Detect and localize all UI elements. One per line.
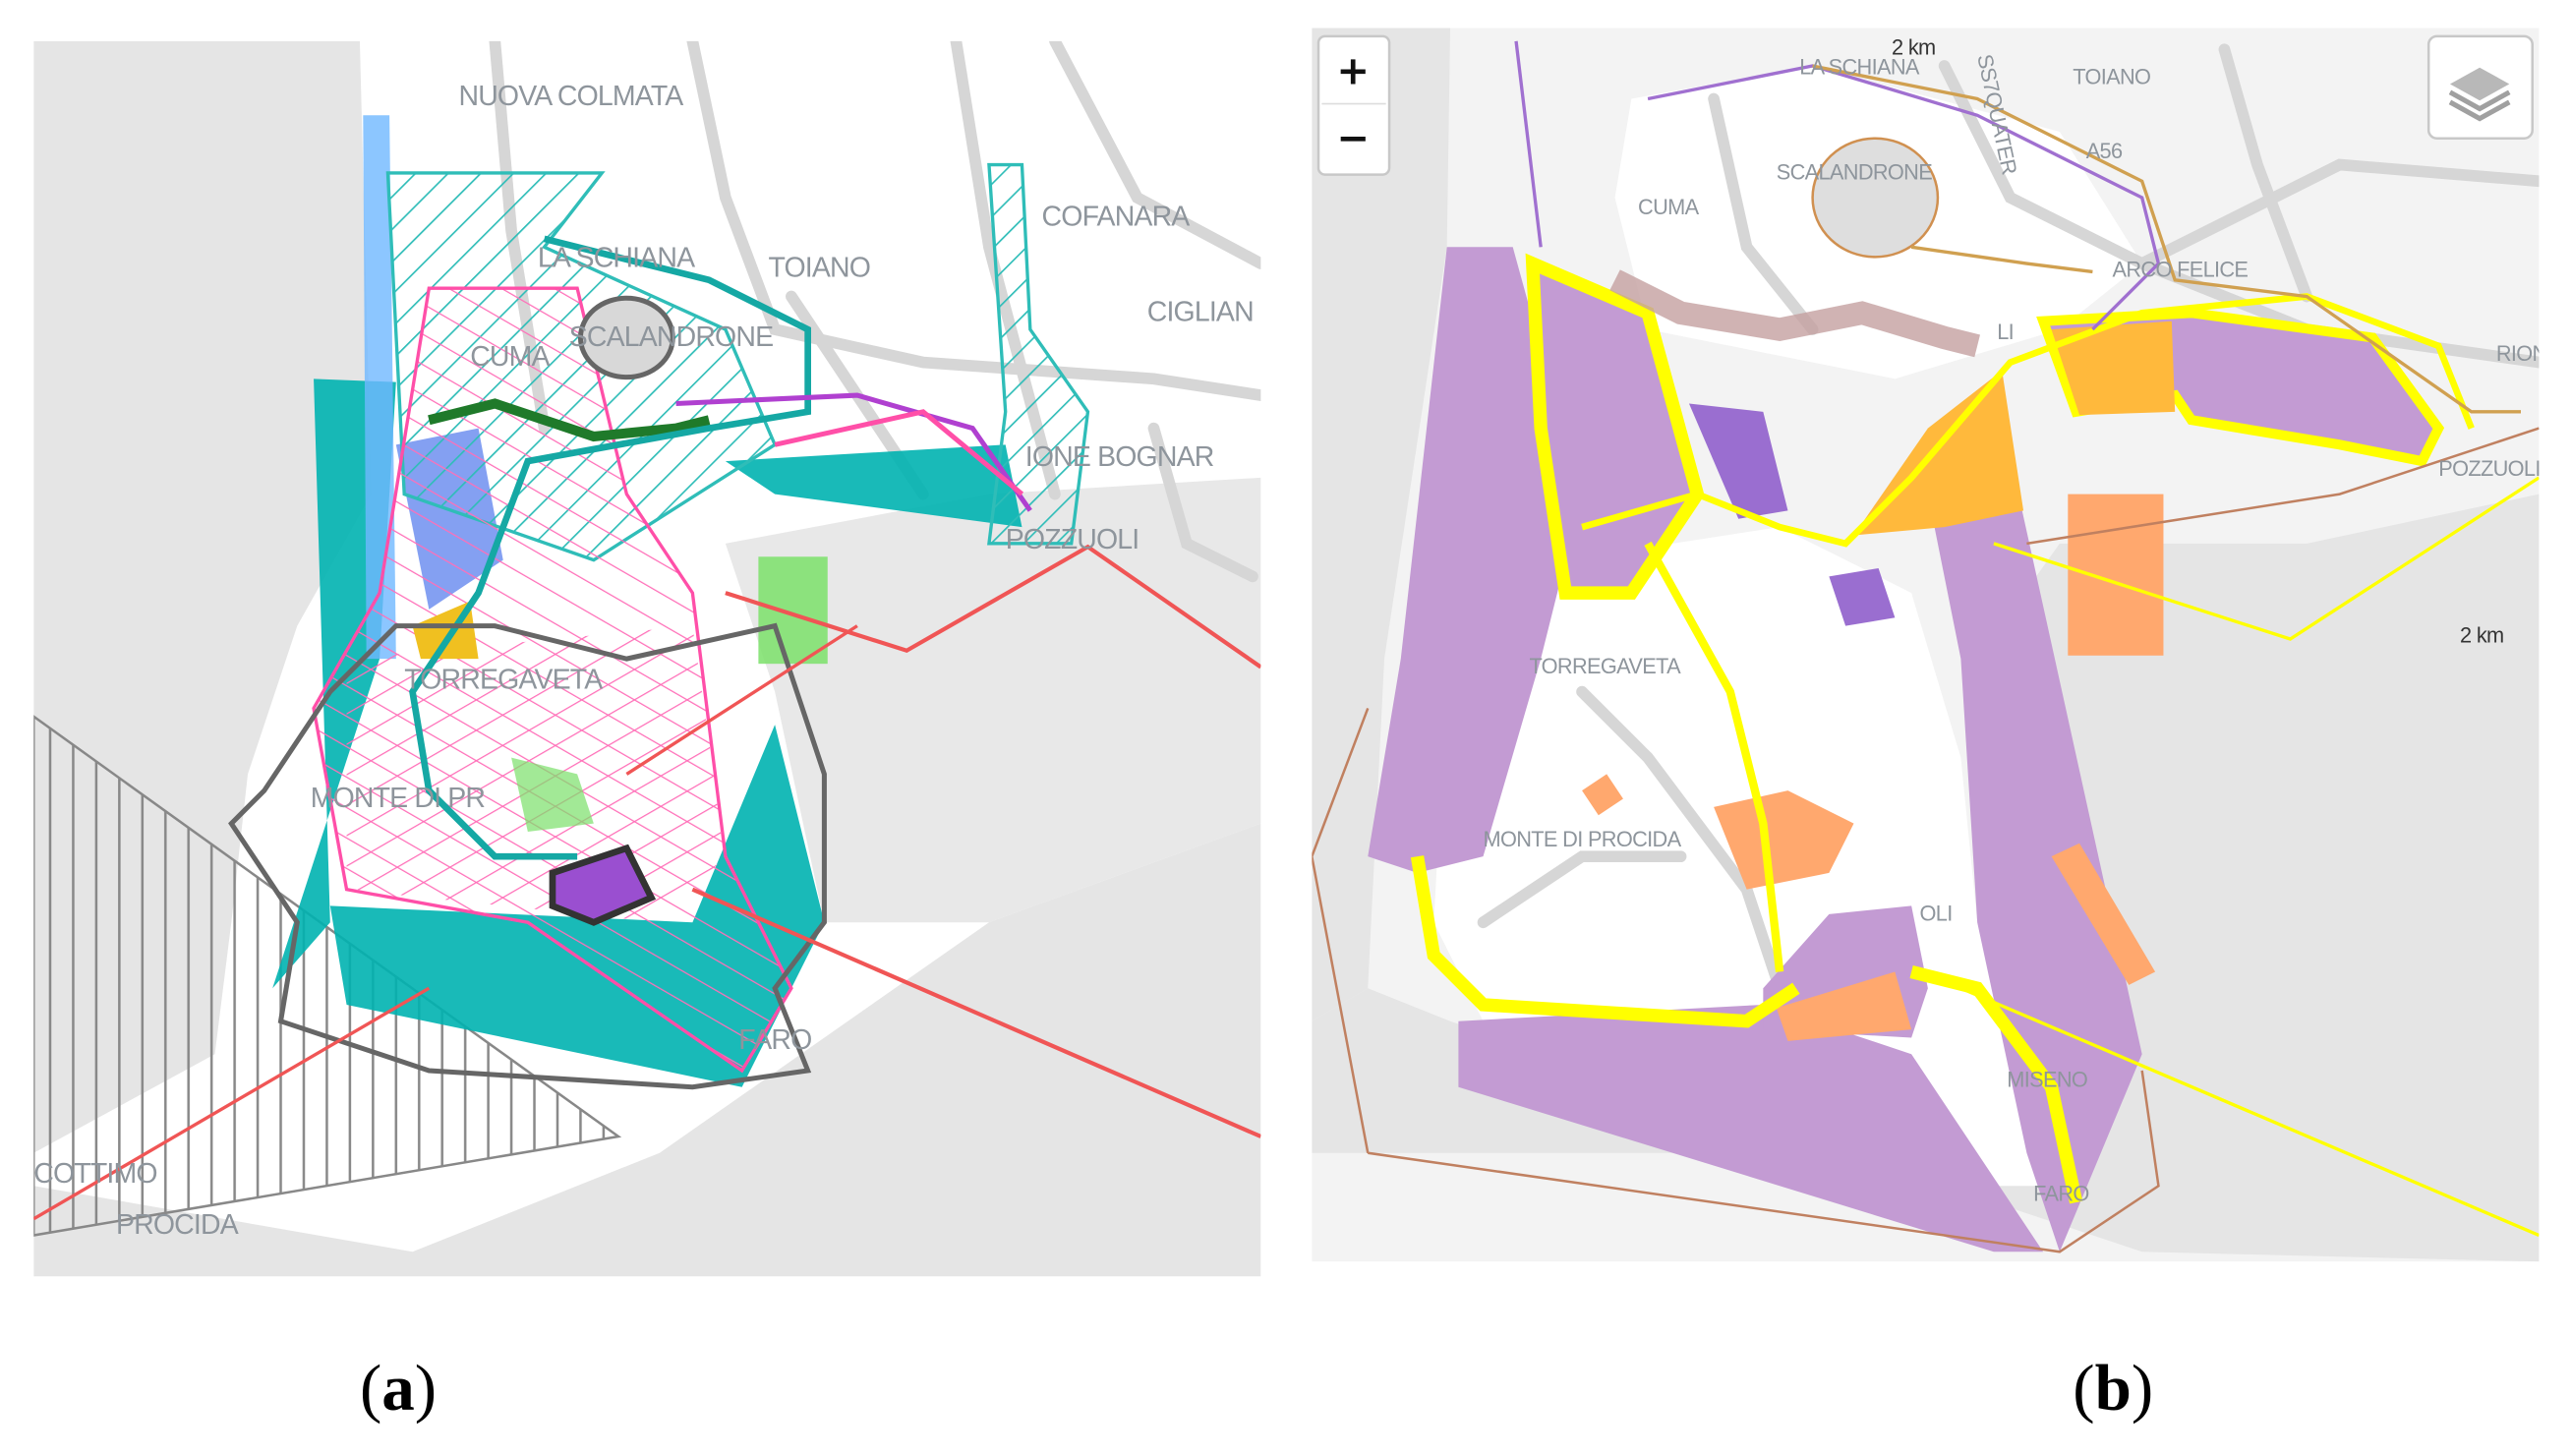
protected-zone-teal xyxy=(725,444,1023,528)
crater-outline xyxy=(1811,137,1940,259)
zone-green xyxy=(758,556,828,665)
place-label: SCALANDRONE xyxy=(569,321,774,353)
place-label: LA SCHIANA xyxy=(1799,54,1920,79)
place-label: FARO xyxy=(738,1024,811,1056)
red-boundary xyxy=(691,887,1261,1138)
place-label: TORREGAVETA xyxy=(404,664,603,695)
brown-boundary xyxy=(2026,427,2540,546)
map-panel-b[interactable]: LA SCHIANA SS7QUATER TOIANO CUMA SCALAND… xyxy=(1312,28,2561,1262)
place-label: FARO xyxy=(2033,1181,2089,1205)
place-label: LA SCHIANA xyxy=(538,242,695,273)
sea-area xyxy=(725,477,1261,923)
place-label: LI xyxy=(1997,320,2014,344)
lilac-zone xyxy=(1368,247,1583,873)
place-label: RIONE xyxy=(2496,341,2561,366)
scale-label-right: 2 km xyxy=(2460,622,2504,647)
place-label: MISENO xyxy=(2007,1068,2087,1092)
sea-area xyxy=(1312,28,1451,1021)
yellow-line xyxy=(1993,476,2540,641)
zone-green xyxy=(511,757,594,833)
red-boundary xyxy=(625,624,858,776)
orange-zone xyxy=(2051,320,2176,416)
place-label: COFANARA xyxy=(1042,202,1191,233)
caption-a: (a) xyxy=(360,1352,437,1425)
place-label: TOIANO xyxy=(2073,64,2150,88)
lilac-zone xyxy=(1525,253,1705,600)
place-label: OLI xyxy=(1920,902,1953,926)
place-labels: LA SCHIANA SS7QUATER TOIANO CUMA SCALAND… xyxy=(1484,52,2561,1206)
sea-area xyxy=(1312,494,2540,1262)
scale-label-top: 2 km xyxy=(1892,34,1936,59)
salmon-zone xyxy=(2051,843,2156,985)
caption-b: (b) xyxy=(2073,1352,2153,1425)
pink-boundary xyxy=(774,409,1024,496)
yellow-line xyxy=(1959,986,2540,1238)
yellow-boundary xyxy=(1581,293,2475,548)
minus-icon[interactable]: − xyxy=(1336,116,1370,161)
place-labels: NUOVA COLMATA LA SCHIANA TOIANO COFANARA… xyxy=(33,81,1254,1241)
map-panel-a[interactable]: NUOVA COLMATA LA SCHIANA TOIANO COFANARA… xyxy=(33,40,1261,1277)
place-label: ARCO FELICE xyxy=(2113,257,2249,281)
road-network xyxy=(1477,43,2540,995)
salmon-zone xyxy=(1776,971,1912,1041)
zone-purple xyxy=(549,844,657,926)
zoom-in-button[interactable]: + xyxy=(1320,38,1388,104)
orange-line xyxy=(1910,245,2093,274)
place-label: CUMA xyxy=(470,341,550,373)
sea-area xyxy=(33,823,1261,1277)
purple-line xyxy=(1514,40,2161,331)
place-label: POZZUOLI xyxy=(1006,524,1139,555)
road-label: A56 xyxy=(2086,139,2123,163)
zoom-out-button[interactable]: − xyxy=(1320,105,1388,173)
salmon-zone xyxy=(2068,494,2164,656)
zoom-control: + − xyxy=(1316,34,1391,176)
red-boundary xyxy=(33,986,431,1221)
teal-boundary xyxy=(409,235,812,860)
yellow-boundary xyxy=(1644,541,1784,972)
plus-icon[interactable]: + xyxy=(1336,48,1370,93)
built-area xyxy=(1609,269,1980,358)
zone-blue xyxy=(363,115,396,660)
place-label: IONE BOGNAR xyxy=(1025,441,1214,473)
place-label: POZZUOLI xyxy=(2438,456,2540,481)
purple-zone xyxy=(1688,403,1788,519)
salmon-zone xyxy=(1582,774,1623,816)
grey-boundary xyxy=(228,622,827,1090)
lilac-zone xyxy=(1927,494,2142,1252)
place-label: TOIANO xyxy=(768,252,870,283)
orange-line xyxy=(1812,64,2522,414)
purple-zone xyxy=(1829,567,1896,626)
place-label: NUOVA COLMATA xyxy=(458,81,683,112)
crater-outline xyxy=(577,295,675,380)
hatched-zone-teal xyxy=(987,162,1090,546)
green-boundary xyxy=(428,398,711,442)
brown-boundary xyxy=(1312,707,2160,1253)
salmon-zone xyxy=(1714,790,1854,890)
place-label: MONTE DI PROCIDA xyxy=(1484,827,1682,851)
yellow-coastline xyxy=(1410,855,2083,1204)
place-label: CIGLIAN xyxy=(1147,297,1254,328)
red-boundary xyxy=(725,544,1261,670)
place-label: CUMA xyxy=(1638,195,1700,219)
layers-button[interactable] xyxy=(2426,34,2534,140)
place-label: MONTE DI PR xyxy=(311,783,486,814)
place-label: TORREGAVETA xyxy=(1529,654,1681,678)
place-label: COTTIMO xyxy=(33,1158,156,1190)
place-label: SCALANDRONE xyxy=(1777,160,1932,185)
layers-icon xyxy=(2448,67,2511,122)
place-label: PROCIDA xyxy=(116,1209,239,1241)
lilac-zone xyxy=(1458,1004,2044,1252)
